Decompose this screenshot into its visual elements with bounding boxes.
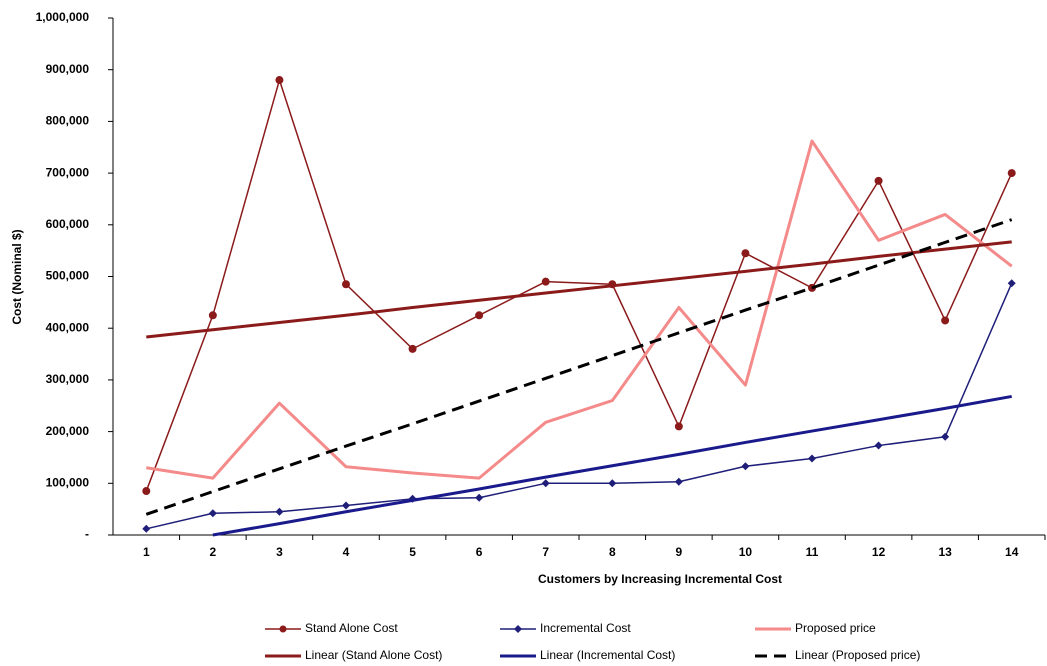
point [275,76,284,85]
legend-entry: Stand Alone Cost [265,621,398,635]
point [741,249,750,258]
x-tick-label: 1 [143,545,150,559]
point [941,316,950,325]
legend-label: Linear (Stand Alone Cost) [305,648,442,662]
y-tick-label: 400,000 [46,320,90,334]
x-tick-label: 4 [343,545,350,559]
legend-label: Incremental Cost [540,621,631,635]
point [941,432,950,441]
point [475,311,484,320]
legend-entry: Linear (Proposed price) [755,648,920,662]
series-line [146,282,1013,530]
y-tick-label: 600,000 [46,217,90,231]
x-tick-label: 3 [276,545,283,559]
y-axis-label: Cost (Nominal $) [10,229,24,324]
point [874,176,883,185]
point [1007,169,1016,178]
x-tick-label: 12 [872,545,886,559]
x-tick-label: 7 [542,545,549,559]
legend-label: Linear (Proposed price) [795,648,920,662]
x-tick-label: 6 [476,545,483,559]
legend-entry: Linear (Stand Alone Cost) [265,648,442,662]
x-tick-label: 14 [1005,545,1019,559]
y-tick-label: 900,000 [46,62,90,76]
x-tick-label: 10 [739,545,753,559]
y-tick-label: 500,000 [46,269,90,283]
x-tick-label: 2 [210,545,217,559]
point [208,509,217,518]
y-tick-label: 800,000 [46,114,90,128]
legend-entry: Linear (Incremental Cost) [500,648,675,662]
y-tick-label: 200,000 [46,424,90,438]
point [674,422,683,431]
series-line [145,79,1013,492]
point [142,487,151,496]
point [741,462,750,471]
y-tick-label: 300,000 [46,372,90,386]
x-tick-label: 9 [676,545,683,559]
point [541,277,550,286]
legend-marker [279,625,287,633]
x-tick-label: 13 [938,545,952,559]
x-tick-label: 5 [409,545,416,559]
legend-label: Linear (Incremental Cost) [540,648,675,662]
point [541,479,550,488]
series-line [146,139,1013,480]
point [674,477,683,486]
legend-label: Proposed price [795,621,876,635]
y-tick-label: 100,000 [46,475,90,489]
y-tick-label: 700,000 [46,165,90,179]
y-tick-label: - [85,527,89,541]
point [1007,279,1016,288]
legend-marker [514,625,522,633]
point [342,280,350,289]
legend-entry: Incremental Cost [500,621,631,635]
legend-entry: Proposed price [755,621,876,635]
x-tick-label: 11 [806,545,819,559]
point [408,344,417,353]
series-line [145,218,1013,516]
series-line [212,394,1012,537]
point [608,479,617,488]
x-tick-label: 8 [609,545,616,559]
y-tick-label: 1,000,000 [36,10,90,24]
series-line [146,240,1012,339]
point [275,507,284,516]
point [208,311,217,320]
point [142,524,151,533]
point [475,493,484,502]
x-axis-label: Customers by Increasing Incremental Cost [538,572,782,586]
point [342,501,350,510]
point [808,454,816,463]
legend-label: Stand Alone Cost [305,621,398,635]
point [874,441,883,450]
